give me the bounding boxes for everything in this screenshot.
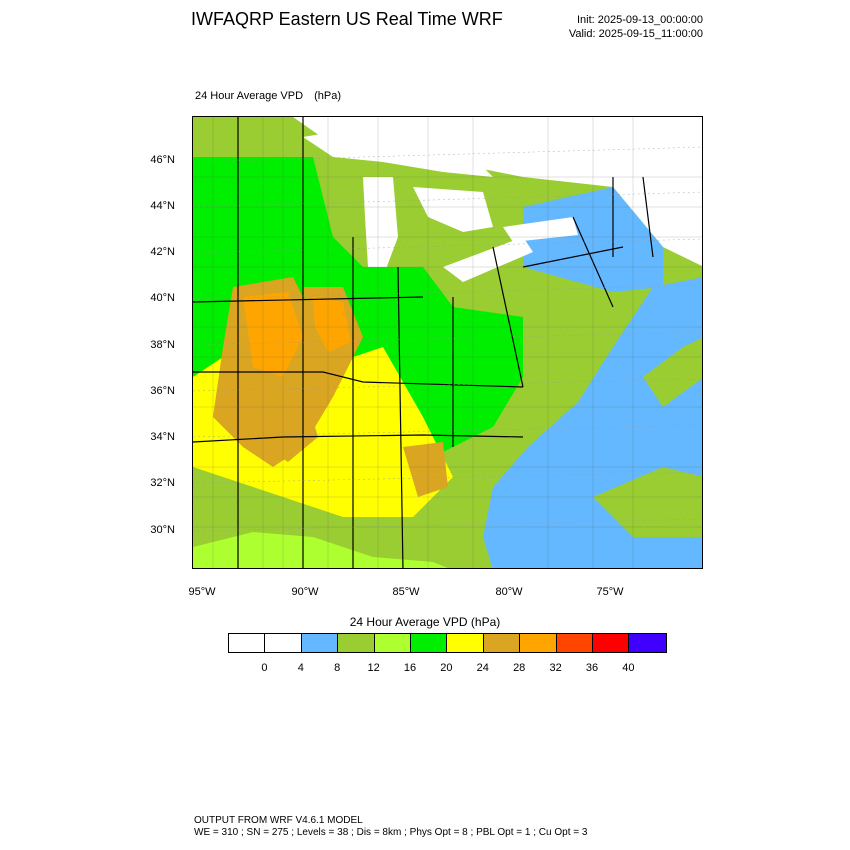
colorbar [228, 633, 667, 653]
lake-michigan [363, 177, 398, 277]
colorbar-swatch [301, 634, 339, 652]
lat-label: 34°N [150, 431, 175, 443]
orange-region-2 [313, 297, 351, 352]
lon-label: 90°W [291, 586, 319, 598]
colorbar-label: 16 [403, 662, 417, 674]
colorbar-label: 28 [513, 662, 526, 674]
lake-erie [443, 237, 533, 282]
lat-label: 32°N [150, 477, 175, 489]
colorbar-label: 0 [261, 662, 268, 674]
colorbar-label: 36 [585, 662, 599, 674]
gulf-of-mexico [193, 532, 448, 568]
init-time: Init: 2025-09-13_00:00:00 [577, 14, 703, 26]
colorbar-swatch [265, 634, 302, 652]
field-name: 24 Hour Average VPD [195, 90, 304, 102]
lat-label: 44°N [150, 200, 175, 212]
footer-line-2: WE = 310 ; SN = 275 ; Levels = 38 ; Dis … [194, 827, 588, 838]
lake-superior [303, 122, 493, 177]
colorbar-swatch [410, 634, 448, 652]
colorbar-swatch [447, 634, 484, 652]
lat-label: 36°N [150, 385, 175, 397]
lon-label: 85°W [392, 586, 420, 598]
time-info: Init: 2025-09-13_00:00:00 Valid: 2025-09… [569, 13, 703, 41]
footer-line-1: OUTPUT FROM WRF V4.6.1 MODEL [194, 815, 363, 826]
colorbar-swatch [556, 634, 593, 652]
lat-label: 30°N [150, 524, 175, 536]
lat-label: 40°N [150, 292, 175, 304]
colorbar-label: 32 [549, 662, 562, 674]
colorbar-label: 12 [367, 662, 380, 674]
colorbar-swatch [338, 634, 375, 652]
colorbar-swatch [374, 634, 411, 652]
lat-label: 38°N [150, 339, 175, 351]
lon-label: 95°W [188, 586, 216, 598]
colorbar-swatch [592, 634, 630, 652]
lat-label: 46°N [150, 154, 175, 166]
lon-label: 80°W [495, 586, 523, 598]
lat-label: 42°N [150, 246, 175, 258]
colorbar-swatch [483, 634, 521, 652]
tan-region-3 [253, 387, 318, 462]
valid-time: Valid: 2025-09-15_11:00:00 [568, 28, 703, 40]
colorbar-swatch [629, 634, 666, 652]
plot-title: IWFAQRP Eastern US Real Time WRF [191, 9, 503, 29]
lake-ontario [503, 217, 578, 242]
field-subtitle: 24 Hour Average VPD (hPa) [195, 90, 349, 102]
vpd-map [192, 116, 703, 569]
lon-label: 75°W [596, 586, 624, 598]
orange-region [243, 292, 303, 377]
latlon-grid [193, 146, 702, 532]
ocean-green-patch [643, 337, 702, 407]
colorbar-title: 24 Hour Average VPD (hPa) [349, 615, 501, 629]
colorbar-label: 24 [476, 662, 489, 674]
county-mesh [193, 117, 702, 568]
colorbar-label: 8 [334, 662, 341, 674]
model-footer: OUTPUT FROM WRF V4.6.1 MODEL WE = 310 ; … [194, 815, 587, 839]
field-units: (hPa) [314, 90, 341, 102]
colorbar-label: 4 [297, 662, 304, 674]
tan-region-4 [403, 442, 448, 497]
colorbar-swatch [229, 634, 266, 652]
colorbar-label: 20 [440, 662, 453, 674]
colorbar-swatch [520, 634, 557, 652]
map-canvas [193, 117, 702, 568]
colorbar-label: 40 [622, 662, 635, 674]
